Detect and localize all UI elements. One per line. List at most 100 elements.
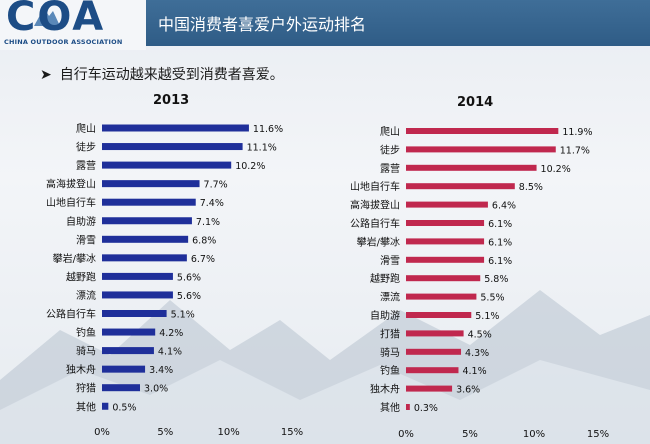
value-label-2013: 5.6% xyxy=(177,272,201,283)
value-label-2014: 0.3% xyxy=(414,403,438,414)
x-tick-label-2014: 0% xyxy=(398,429,414,440)
value-label-2014: 4.3% xyxy=(465,348,489,359)
category-label-2014: 露营 xyxy=(380,162,400,175)
x-tick-label-2014: 5% xyxy=(462,429,478,440)
value-label-2013: 6.7% xyxy=(191,254,215,265)
value-label-2013: 11.1% xyxy=(247,143,277,154)
value-label-2014: 6.1% xyxy=(488,237,512,248)
bar-2013 xyxy=(102,291,173,299)
category-label-2014: 独木舟 xyxy=(370,383,400,396)
category-label-2014: 高海拔登山 xyxy=(350,199,400,212)
category-label-2014: 山地自行车 xyxy=(350,180,400,193)
logo: COA CHINA OUTDOOR ASSOCIATION xyxy=(0,0,146,50)
x-tick-label-2013: 10% xyxy=(218,427,240,438)
category-label-2014: 徒步 xyxy=(380,143,400,156)
value-label-2013: 3.0% xyxy=(144,384,168,395)
bar-2014 xyxy=(406,128,559,134)
value-label-2014: 8.5% xyxy=(519,182,543,193)
category-label-2014: 其他 xyxy=(380,401,400,414)
bar-2013 xyxy=(102,384,140,392)
bar-2013 xyxy=(102,198,196,206)
value-label-2013: 4.1% xyxy=(158,347,182,358)
category-label-2013: 漂流 xyxy=(76,289,96,302)
value-label-2013: 7.4% xyxy=(200,198,224,209)
value-label-2014: 10.2% xyxy=(541,164,571,175)
bar-2013 xyxy=(102,254,187,262)
category-label-2013: 高海拔登山 xyxy=(46,178,96,191)
category-label-2013: 骑马 xyxy=(76,345,96,358)
x-tick-label-2013: 5% xyxy=(157,427,173,438)
bar-2013 xyxy=(102,235,189,243)
header-bar: COA CHINA OUTDOOR ASSOCIATION 中国消费者喜爱户外运… xyxy=(0,0,650,50)
bar-2013 xyxy=(102,272,173,280)
page-title: 中国消费者喜爱户外运动排名 xyxy=(158,15,367,34)
category-label-2013: 徒步 xyxy=(76,141,96,154)
value-label-2014: 6.1% xyxy=(488,256,512,267)
value-label-2014: 11.7% xyxy=(560,145,590,156)
value-label-2014: 4.5% xyxy=(468,329,492,340)
bar-2014 xyxy=(406,275,481,282)
subtitle: ➤ 自行车运动越来越受到消费者喜爱。 xyxy=(40,64,284,84)
category-label-2013: 越野跑 xyxy=(66,270,96,283)
category-label-2013: 自助游 xyxy=(66,215,96,228)
category-label-2013: 狩猎 xyxy=(76,382,96,395)
value-label-2013: 7.7% xyxy=(204,180,228,191)
category-label-2013: 爬山 xyxy=(76,123,96,135)
x-tick-label-2013: 0% xyxy=(94,427,110,438)
arrow-bullet-icon: ➤ xyxy=(40,67,52,83)
x-tick-label-2014: 15% xyxy=(587,429,609,440)
chart-title-2013: 2013 xyxy=(153,93,190,108)
category-label-2014: 爬山 xyxy=(380,126,400,138)
bar-2013 xyxy=(102,143,243,151)
category-label-2013: 钓鱼 xyxy=(76,326,96,339)
category-label-2014: 滑雪 xyxy=(380,255,400,267)
logo-text: COA xyxy=(6,0,106,40)
value-label-2013: 4.2% xyxy=(159,328,183,339)
value-label-2014: 3.6% xyxy=(456,385,480,396)
bar-2014 xyxy=(406,312,472,318)
category-label-2013: 独木舟 xyxy=(66,363,96,376)
value-label-2014: 6.1% xyxy=(488,219,512,230)
bar-2014 xyxy=(406,293,477,300)
bar-2014 xyxy=(406,348,462,355)
bar-2014 xyxy=(406,404,410,410)
bar-2014 xyxy=(406,330,464,337)
category-label-2014: 骑马 xyxy=(380,346,400,359)
category-label-2014: 钓鱼 xyxy=(380,364,400,377)
bar-2013 xyxy=(102,124,249,132)
value-label-2013: 5.6% xyxy=(177,291,201,302)
snow-mountain-background xyxy=(0,290,650,444)
value-label-2014: 4.1% xyxy=(462,366,486,377)
value-label-2013: 7.1% xyxy=(196,217,220,228)
category-label-2014: 漂流 xyxy=(380,291,400,304)
subtitle-text: 自行车运动越来越受到消费者喜爱。 xyxy=(59,67,284,83)
bar-2014 xyxy=(406,183,515,190)
chart-title-2014: 2014 xyxy=(457,95,494,110)
category-label-2013: 其他 xyxy=(76,400,96,413)
category-label-2014: 公路自行车 xyxy=(350,217,400,230)
value-label-2013: 3.4% xyxy=(149,365,173,376)
category-label-2014: 打猎 xyxy=(380,327,400,340)
x-tick-label-2014: 10% xyxy=(523,429,545,440)
value-label-2013: 6.8% xyxy=(192,235,216,246)
bar-2014 xyxy=(406,164,537,171)
category-label-2013: 攀岩/攀冰 xyxy=(53,252,96,265)
bar-2014 xyxy=(406,367,459,374)
value-label-2014: 5.1% xyxy=(475,311,499,322)
value-label-2013: 11.6% xyxy=(253,124,283,135)
value-label-2013: 0.5% xyxy=(112,402,136,413)
category-label-2014: 越野跑 xyxy=(370,272,400,285)
x-tick-label-2013: 15% xyxy=(281,427,303,438)
value-label-2013: 5.1% xyxy=(171,310,195,321)
value-label-2014: 6.4% xyxy=(492,201,516,212)
bar-2014 xyxy=(406,201,488,208)
category-label-2014: 攀岩/攀冰 xyxy=(357,235,400,248)
bar-2013 xyxy=(102,402,109,410)
value-label-2014: 5.8% xyxy=(484,274,508,285)
category-label-2013: 公路自行车 xyxy=(46,308,96,321)
category-label-2013: 山地自行车 xyxy=(46,196,96,209)
category-label-2013: 露营 xyxy=(76,159,96,172)
bar-2013 xyxy=(102,180,200,188)
category-label-2013: 滑雪 xyxy=(76,234,96,246)
bar-2014 xyxy=(406,220,485,226)
